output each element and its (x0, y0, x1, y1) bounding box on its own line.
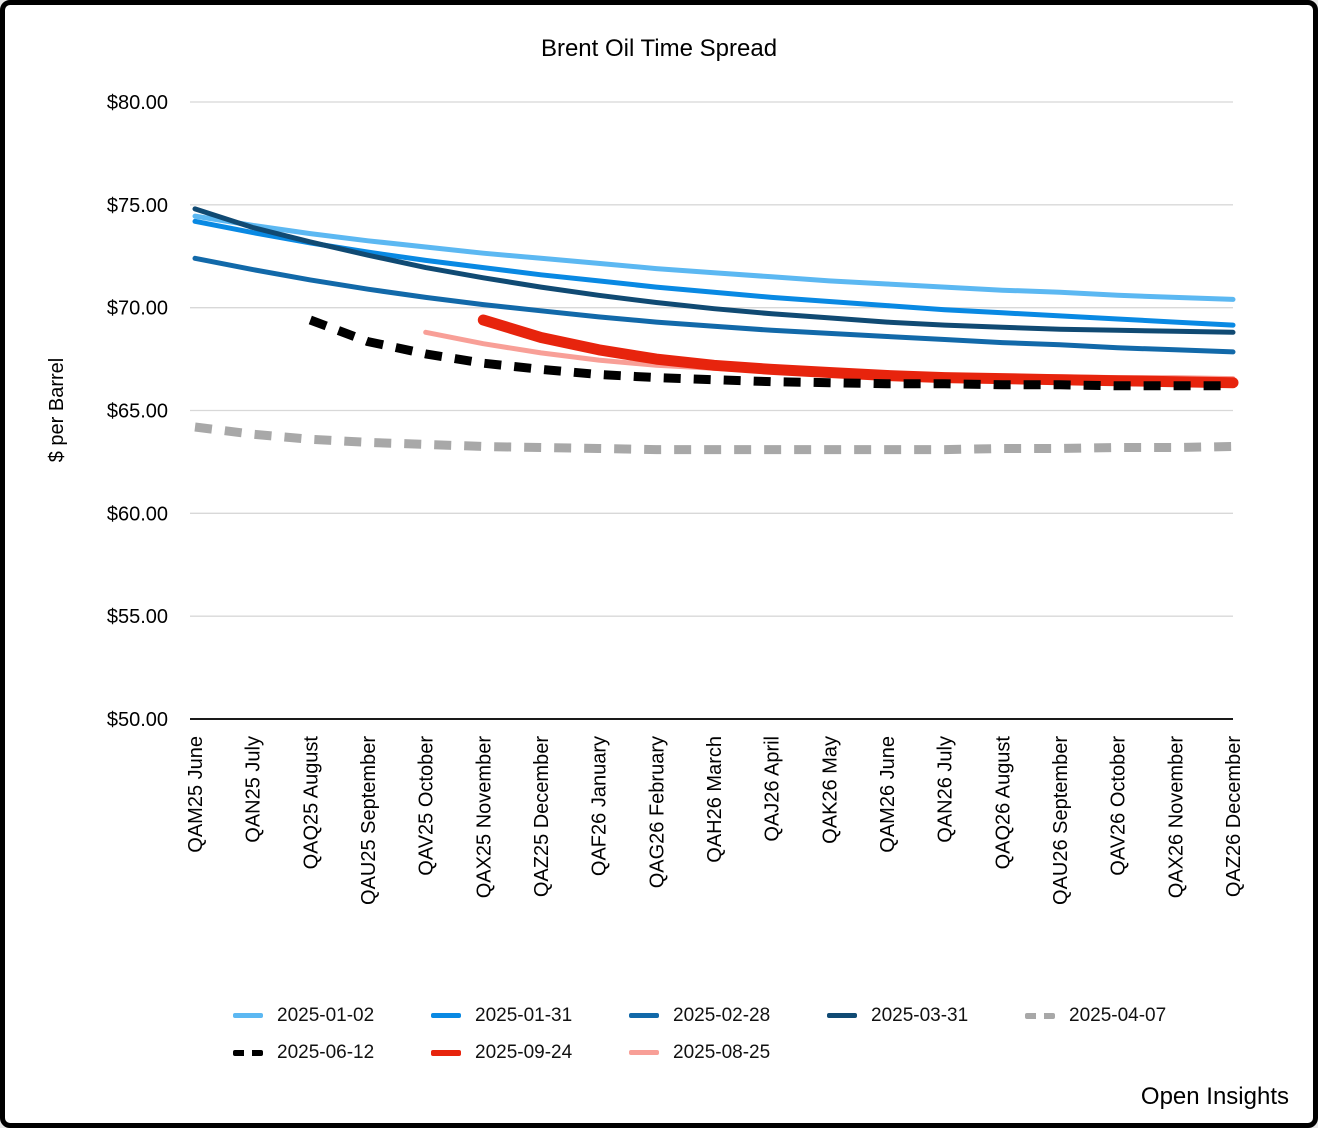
series-line-2025-01-31 (192, 218, 1236, 328)
y-tick-label: $65.00 (107, 401, 168, 423)
legend-item-2025-06-12: 2025-06-12 (233, 1042, 431, 1064)
legend-label: 2025-04-07 (1069, 1004, 1167, 1026)
x-tick-label: QAQ25 August (300, 736, 322, 870)
y-tick-label: $60.00 (107, 503, 168, 525)
x-tick-label: QAV25 October (416, 736, 438, 876)
x-tick-label: QAV26 October (1108, 736, 1130, 876)
series-line-2025-06-12 (308, 315, 1233, 391)
x-tick-label: QAF26 January (589, 736, 611, 876)
x-tick-label: QAU26 September (1050, 736, 1072, 905)
plot-area: $80.00 $75.00 $70.00 $65.00 $60.00 $55.00 $50.… (46, 92, 1245, 905)
legend-label: 2025-01-02 (277, 1004, 375, 1026)
brand-label: Open Insights (1140, 1083, 1289, 1110)
x-tick-label: QAZ25 December (531, 736, 553, 898)
legend-label: 2025-02-28 (673, 1004, 771, 1026)
legend-line-swatch-icon (629, 1013, 659, 1018)
legend-line-swatch-icon (827, 1013, 857, 1018)
legend-item-2025-02-28: 2025-02-28 (629, 1005, 827, 1027)
series-line-2025-01-02 (192, 213, 1236, 302)
series-line-2025-09-24 (477, 314, 1239, 389)
x-tick-label: QAZ26 December (1223, 736, 1245, 898)
legend-label: 2025-09-24 (475, 1041, 573, 1063)
x-tick-label: QAJ26 April (762, 736, 784, 842)
legend-item-2025-04-07: 2025-04-07 (1025, 1005, 1223, 1027)
x-tick-label: QAM26 June (877, 736, 899, 853)
legend-label: 2025-06-12 (277, 1041, 375, 1063)
x-tick-label: QAH26 March (704, 736, 726, 863)
y-tick-label: $70.00 (107, 298, 168, 320)
legend-line-swatch-icon (1025, 1012, 1055, 1019)
legend-row: 2025-06-12 2025-09-24 2025-08-25 (233, 1034, 1233, 1071)
y-tick-label: $50.00 (107, 709, 168, 731)
legend-line-swatch-icon (233, 1049, 263, 1056)
legend-label: 2025-03-31 (871, 1004, 969, 1026)
y-axis-title: $ per Barrel (46, 358, 68, 463)
series-line-2025-04-07 (194, 422, 1234, 455)
series-line-2025-02-28 (192, 255, 1236, 355)
x-tick-label: QAX26 November (1165, 736, 1187, 899)
x-tick-label: QAK26 May (819, 736, 841, 844)
legend-label: 2025-08-25 (673, 1041, 771, 1063)
legend-line-swatch-icon (431, 1013, 461, 1018)
legend-item-2025-01-02: 2025-01-02 (233, 1005, 431, 1027)
x-tick-label: QAM25 June (185, 736, 207, 853)
x-tick-label: QAG26 February (646, 736, 668, 888)
legend-line-swatch-icon (629, 1050, 659, 1055)
y-tick-label: $55.00 (107, 606, 168, 628)
x-tick-label: QAN26 July (935, 736, 957, 843)
x-tick-label: QAU25 September (358, 736, 380, 905)
x-tick-label: QAX25 November (473, 736, 495, 899)
y-tick-label: $75.00 (107, 195, 168, 217)
legend-label: 2025-01-31 (475, 1004, 573, 1026)
legend-item-2025-01-31: 2025-01-31 (431, 1005, 629, 1027)
legend: 2025-01-02 2025-01-31 2025-02-28 2025-03-31… (233, 997, 1233, 1071)
legend-row: 2025-01-02 2025-01-31 2025-02-28 2025-03-31… (233, 997, 1233, 1034)
legend-item-2025-03-31: 2025-03-31 (827, 1005, 1025, 1027)
legend-item-2025-08-25: 2025-08-25 (629, 1042, 827, 1064)
x-tick-label: QAN25 July (243, 736, 265, 843)
legend-line-swatch-icon (431, 1049, 461, 1056)
y-tick-label: $80.00 (107, 92, 168, 114)
legend-item-2025-09-24: 2025-09-24 (431, 1042, 629, 1064)
series-line-2025-03-31 (192, 206, 1236, 335)
legend-line-swatch-icon (233, 1013, 263, 1018)
chart-title: Brent Oil Time Spread (540, 35, 778, 62)
x-tick-label: QAQ26 August (992, 736, 1014, 870)
